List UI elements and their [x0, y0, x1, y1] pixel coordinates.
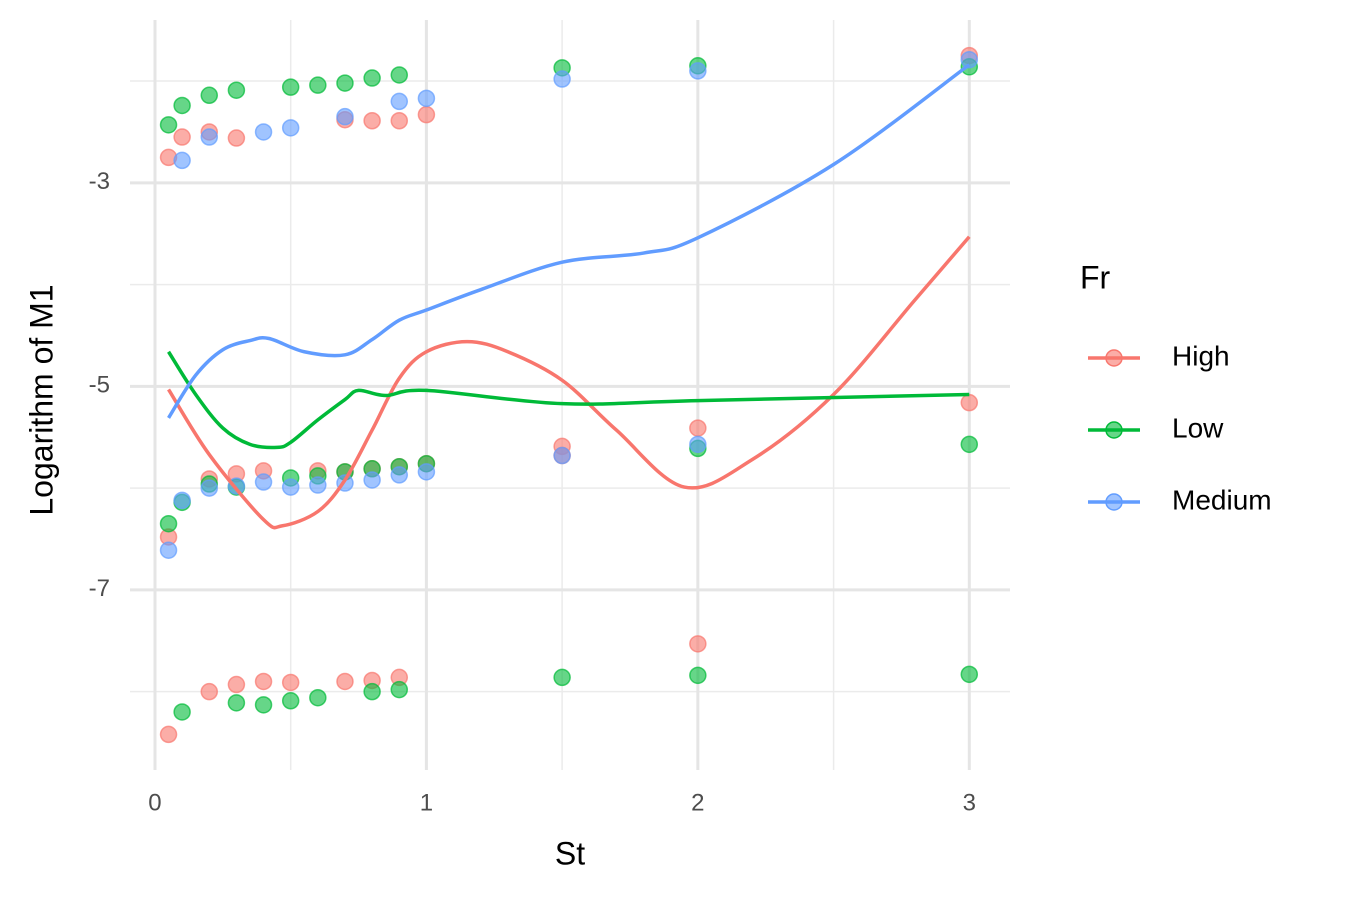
point — [417, 463, 436, 481]
point — [254, 672, 273, 691]
point — [390, 466, 409, 484]
point — [960, 393, 979, 412]
point — [553, 70, 571, 88]
point — [689, 666, 707, 685]
point — [227, 694, 246, 712]
point — [200, 479, 219, 497]
point — [281, 673, 300, 692]
point — [173, 128, 191, 146]
point — [227, 675, 246, 694]
point — [173, 491, 191, 510]
point — [417, 89, 436, 108]
point — [173, 96, 191, 115]
point — [689, 435, 707, 454]
point — [363, 111, 381, 130]
point — [689, 419, 707, 437]
point — [309, 476, 327, 494]
point — [159, 116, 178, 134]
legend-label: High — [1172, 340, 1230, 371]
point — [227, 81, 246, 99]
legend-key-point — [1105, 493, 1123, 511]
point — [159, 541, 178, 559]
x-tick-label: 2 — [691, 789, 704, 816]
point — [281, 78, 300, 96]
point — [336, 672, 354, 691]
legend-key-point — [1105, 349, 1123, 367]
point — [363, 69, 381, 87]
smooth-line — [167, 350, 970, 450]
point — [689, 62, 707, 80]
y-axis-title: Logarithm of M1 — [23, 284, 59, 515]
point — [336, 107, 354, 126]
point — [960, 665, 979, 684]
point — [227, 129, 246, 147]
y-tick-label: -3 — [89, 168, 110, 195]
point — [173, 703, 191, 721]
point — [309, 76, 327, 94]
x-tick-label: 3 — [963, 789, 976, 816]
smooth-line — [167, 63, 971, 419]
point — [553, 446, 571, 465]
point — [417, 105, 436, 124]
legend-title: Fr — [1080, 259, 1111, 295]
point — [200, 682, 219, 701]
point — [689, 635, 707, 653]
point — [363, 682, 381, 701]
point — [254, 696, 273, 714]
smooth-lines — [167, 63, 971, 530]
point — [173, 151, 191, 170]
smooth-line — [167, 235, 971, 530]
point — [390, 92, 409, 111]
point — [390, 680, 409, 699]
y-tick-label: -7 — [89, 575, 110, 602]
point — [281, 692, 300, 710]
point — [281, 478, 300, 496]
point — [309, 688, 327, 707]
point — [363, 471, 381, 489]
point — [159, 725, 178, 744]
legend-label: Low — [1172, 412, 1224, 443]
y-tick-label: -5 — [89, 372, 110, 399]
legend-label: Medium — [1172, 484, 1272, 515]
x-tick-label: 1 — [420, 789, 433, 816]
point — [281, 119, 300, 137]
point — [336, 74, 354, 92]
point — [200, 128, 219, 146]
point — [553, 668, 571, 687]
point — [200, 86, 219, 105]
point — [254, 473, 273, 491]
legend-key-point — [1105, 421, 1123, 439]
x-axis-title: St — [555, 835, 585, 871]
point — [254, 123, 273, 141]
x-tick-label: 0 — [148, 789, 161, 816]
point — [390, 66, 409, 84]
point — [390, 111, 409, 130]
point — [960, 435, 979, 454]
point — [960, 50, 979, 69]
point — [159, 514, 178, 533]
